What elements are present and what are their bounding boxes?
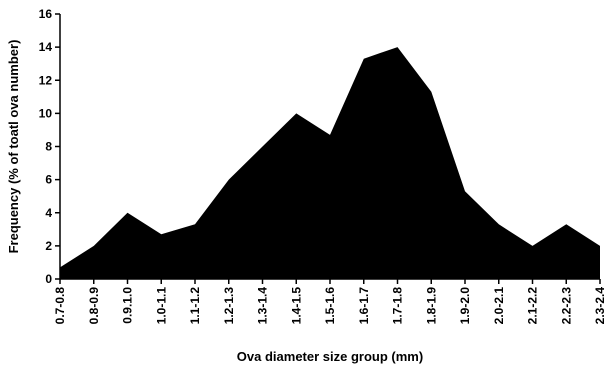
x-tick-label: 0.7-0.8: [53, 287, 67, 325]
x-tick-label: 1.6-1.7: [357, 287, 371, 325]
y-tick-label: 4: [45, 206, 52, 220]
y-tick-label: 14: [39, 40, 53, 54]
x-tick-label: 2.1-2.2: [526, 287, 540, 325]
y-tick-label: 0: [45, 272, 52, 286]
area-series: [60, 47, 600, 279]
x-axis-title: Ova diameter size group (mm): [237, 349, 423, 364]
y-axis-ticks: 0 2 4 6 8 10 12 14 16: [39, 7, 60, 286]
x-tick-label: 1.1-1.2: [188, 287, 202, 325]
y-tick-label: 8: [45, 140, 52, 154]
x-tick-label: 2.2-2.3: [559, 287, 573, 325]
x-tick-label: 0.9.1.0: [121, 287, 135, 324]
x-tick-label: 1.2-1.3: [222, 287, 236, 325]
y-tick-label: 2: [45, 239, 52, 253]
x-axis-ticks: 0.7-0.8 0.8-0.9 0.9.1.0 1.0-1.1 1.1-1.2 1.2-1…: [53, 279, 607, 324]
x-tick-label: 1.4-1.5: [289, 287, 303, 325]
x-tick-label: 1.3-1.4: [256, 287, 270, 325]
y-axis-title: Frequency (% of toatl ova number): [6, 40, 21, 254]
y-tick-label: 10: [39, 106, 53, 120]
y-tick-label: 6: [45, 173, 52, 187]
x-tick-label: 1.7-1.8: [391, 287, 405, 325]
x-tick-label: 0.8-0.9: [87, 287, 101, 325]
x-tick-label: 2.0-2.1: [492, 287, 506, 325]
x-tick-label: 1.5-1.6: [323, 287, 337, 325]
y-tick-label: 16: [39, 7, 53, 21]
y-tick-label: 12: [39, 73, 53, 87]
plot-area: [60, 47, 600, 279]
x-tick-label: 2.3-2.4: [593, 287, 607, 325]
x-tick-label: 1.9-2.0: [458, 287, 472, 325]
x-tick-label: 1.8-1.9: [424, 287, 438, 325]
x-tick-label: 1.0-1.1: [154, 287, 168, 325]
